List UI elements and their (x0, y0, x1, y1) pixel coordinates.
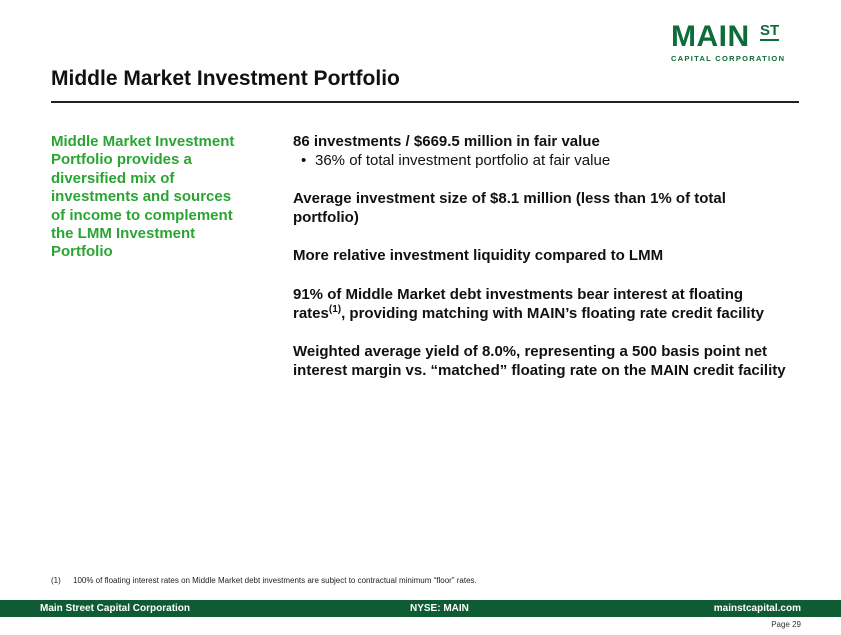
floating-rates-text-cont: , providing matching with MAIN’s floatin… (341, 304, 764, 322)
footnote: (1) 100% of floating interest rates on Mi… (51, 576, 477, 585)
footnote-ref: (1) (328, 303, 342, 315)
footer-website: mainstcapital.com (713, 603, 801, 614)
page-title: Middle Market Investment Portfolio (51, 67, 400, 90)
footer-company: Main Street Capital Corporation (40, 603, 191, 614)
logo-st-text: ST (760, 22, 780, 41)
sub-bullet-text: 36% of total investment portfolio at fai… (315, 151, 611, 169)
point-investments: 86 investments / $669.5 million in fair … (293, 133, 600, 150)
sidebar-summary: Middle Market Investment Portfolio provi… (51, 133, 235, 261)
bullet-icon: • (301, 151, 307, 169)
footnote-text: 100% of floating interest rates on Middl… (73, 576, 477, 585)
point-liquidity: More relative investment liquidity compa… (293, 247, 664, 265)
page-number: Page 29 (771, 620, 801, 629)
point-weighted-yield: Weighted average yield of 8.0%, represen… (293, 343, 786, 379)
sub-bullet: • 36% of total investment portfolio at fa… (301, 152, 793, 171)
main-content: 86 investments / $669.5 million in fair … (293, 133, 793, 380)
logo-main-text: MAIN (671, 20, 750, 53)
footnote-number: (1) (51, 576, 61, 585)
title-divider (51, 101, 799, 103)
footer-ticker: NYSE: MAIN (410, 603, 469, 614)
point-floating-rates: 91% of Middle Market debt investments be… (293, 286, 793, 323)
floating-rates-text: 91% of Middle Market debt investments be… (293, 285, 744, 322)
company-logo: MAIN ST CAPITAL CORPORATION (668, 20, 788, 63)
point-average-size: Average investment size of $8.1 million … (293, 190, 726, 226)
logo-subtitle: CAPITAL CORPORATION (671, 54, 786, 63)
footer-bar: Main Street Capital Corporation NYSE: MA… (0, 600, 841, 617)
